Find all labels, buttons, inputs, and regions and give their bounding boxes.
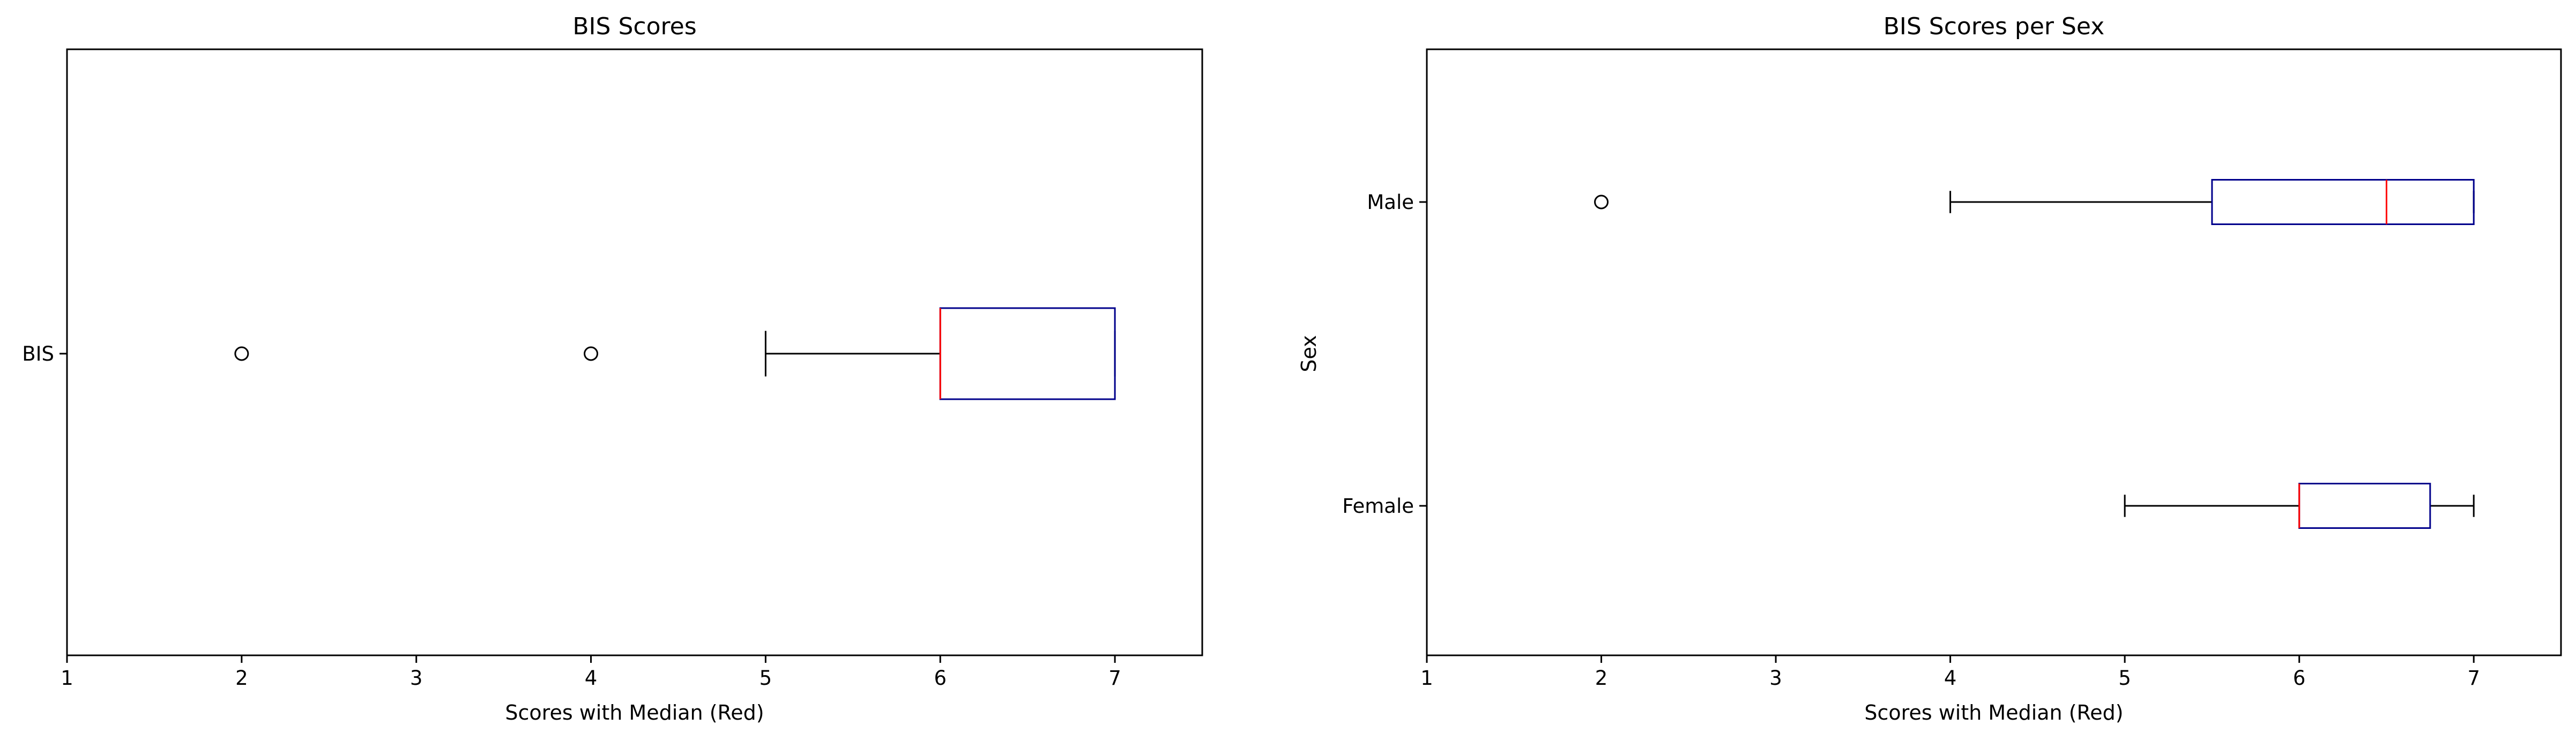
y-tick-label: BIS <box>22 342 54 365</box>
x-tick-label: 4 <box>1944 667 1957 690</box>
x-tick-label: 1 <box>1420 667 1433 690</box>
axes-frame <box>1426 48 2562 656</box>
y-tick-label: Male <box>1367 191 1414 214</box>
x-tick-label: 3 <box>1769 667 1782 690</box>
outlier-point <box>234 346 249 361</box>
outlier-point <box>1594 195 1609 210</box>
x-tick-label: 7 <box>2467 667 2480 690</box>
box <box>2211 179 2475 225</box>
chart-title: BIS Scores per Sex <box>1883 13 2105 40</box>
box <box>2298 483 2431 529</box>
x-axis-label: Scores with Median (Red) <box>505 701 764 724</box>
x-tick-label: 2 <box>235 667 248 690</box>
y-tick-label: Female <box>1342 495 1414 518</box>
plot-area: 1 2 3 4 5 6 7 BIS <box>22 307 1121 690</box>
x-tick-label: 2 <box>1595 667 1608 690</box>
x-tick-label: 6 <box>934 667 947 690</box>
x-tick-label: 1 <box>61 667 73 690</box>
x-tick-label: 5 <box>2118 667 2131 690</box>
x-tick-label: 7 <box>1108 667 1121 690</box>
box <box>939 307 1116 400</box>
chart-title: BIS Scores <box>572 13 696 40</box>
x-tick-label: 6 <box>2293 667 2306 690</box>
y-axis-label: Sex <box>1297 335 1321 372</box>
plot-area: 1 2 3 4 5 6 7 Female Male <box>1342 179 2480 690</box>
x-tick-label: 5 <box>760 667 772 690</box>
x-axis-label: Scores with Median (Red) <box>1864 701 2123 724</box>
axes-frame <box>66 48 1203 656</box>
x-tick-label: 4 <box>585 667 598 690</box>
outlier-point <box>584 346 599 361</box>
x-tick-label: 3 <box>410 667 423 690</box>
box-group-female <box>2124 483 2475 529</box>
chart-bis-scores: BIS Scores 1 2 3 4 5 6 7 BIS Scores with Median… <box>22 13 1203 724</box>
chart-bis-scores-per-sex: BIS Scores per Sex 1 2 3 4 5 6 7 Female Male Sco… <box>1297 13 2562 724</box>
box-group-male <box>1594 179 2475 225</box>
box-group-bis <box>234 307 1116 400</box>
